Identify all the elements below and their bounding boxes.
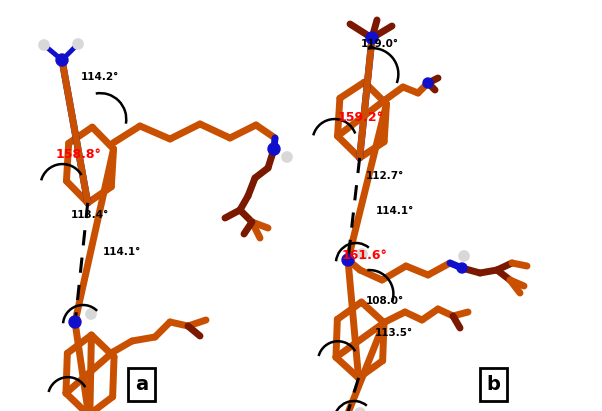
Text: 113.5°: 113.5° — [374, 328, 412, 337]
Text: 158.8°: 158.8° — [55, 148, 101, 161]
Text: 119.0°: 119.0° — [361, 39, 399, 49]
Circle shape — [86, 309, 96, 319]
Circle shape — [39, 40, 49, 50]
Circle shape — [56, 54, 68, 66]
Circle shape — [73, 39, 83, 49]
Text: 113.4°: 113.4° — [71, 210, 110, 219]
Text: 114.2°: 114.2° — [81, 72, 120, 82]
Circle shape — [268, 143, 280, 155]
Circle shape — [423, 78, 433, 88]
Text: 112.7°: 112.7° — [365, 171, 404, 180]
Text: 114.1°: 114.1° — [102, 247, 141, 256]
Circle shape — [282, 152, 292, 162]
Circle shape — [357, 249, 367, 259]
Circle shape — [457, 263, 467, 273]
Circle shape — [459, 251, 469, 261]
Text: 161.6°: 161.6° — [342, 249, 388, 262]
Circle shape — [69, 316, 81, 328]
Circle shape — [366, 32, 378, 44]
Text: 114.1°: 114.1° — [376, 206, 415, 215]
Text: 159.2°: 159.2° — [337, 111, 383, 124]
Text: 108.0°: 108.0° — [365, 296, 403, 306]
Text: a: a — [135, 375, 148, 394]
Text: b: b — [486, 375, 501, 394]
Circle shape — [355, 408, 365, 411]
Circle shape — [342, 254, 354, 266]
